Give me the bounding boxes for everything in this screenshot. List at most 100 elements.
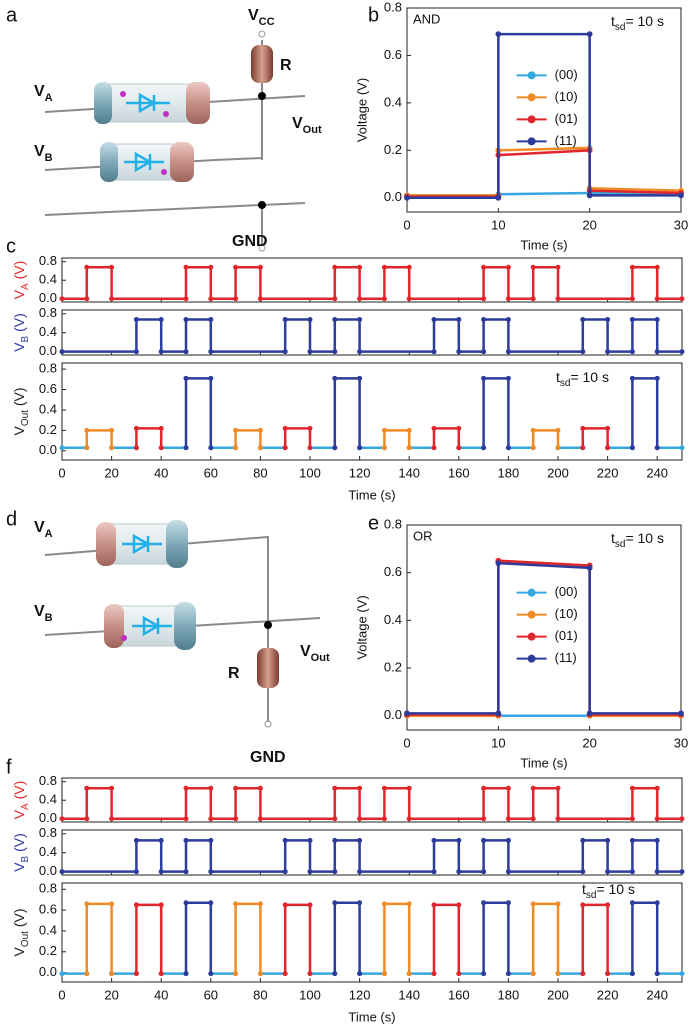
series-line — [62, 839, 682, 873]
series-line — [531, 429, 560, 448]
text-part: sd — [615, 22, 626, 33]
text-part: Out — [20, 410, 31, 426]
text-part: B — [20, 855, 31, 862]
series-marker — [580, 971, 586, 977]
legend-label: (11) — [555, 133, 577, 148]
x-tick-label: 200 — [547, 465, 569, 480]
series-marker — [282, 869, 288, 875]
series-marker — [332, 445, 338, 451]
series-marker — [183, 349, 189, 355]
device — [96, 520, 188, 568]
plot-frame — [406, 7, 682, 213]
diode — [124, 151, 164, 173]
text-part: B — [45, 152, 53, 164]
diagram-label: R — [228, 665, 240, 682]
legend-swatch — [527, 71, 536, 80]
series-marker — [530, 445, 536, 451]
series-marker — [530, 296, 536, 302]
y-tick-label: 0.4 — [384, 94, 402, 109]
series-marker — [282, 971, 288, 977]
text-part: A — [45, 528, 53, 540]
series-line — [407, 146, 682, 197]
series-marker — [84, 296, 90, 302]
series-marker — [109, 427, 115, 433]
x-tick-label: 20 — [104, 465, 118, 480]
series-marker — [233, 296, 239, 302]
y-tick-label: 0.4 — [39, 272, 57, 287]
series-marker — [357, 316, 363, 322]
series-line — [234, 902, 262, 974]
series-marker — [505, 316, 511, 322]
y-tick-label: 0.8 — [39, 881, 57, 896]
y-axis-label: Voltage (V) — [354, 595, 369, 659]
series-marker — [555, 264, 561, 270]
text-part: Out — [311, 652, 330, 664]
series-marker — [307, 837, 313, 843]
series-marker — [183, 837, 189, 843]
text-part: t — [611, 13, 615, 29]
x-tick-label: 60 — [204, 987, 218, 1002]
x-tick-label: 180 — [498, 987, 520, 1002]
series-marker — [109, 445, 115, 451]
legend-swatch — [527, 654, 536, 663]
series-marker — [307, 425, 313, 431]
series-marker — [257, 816, 263, 822]
y-tick-label: 0.8 — [39, 253, 57, 268]
plot-frame — [61, 777, 683, 823]
series-marker — [183, 900, 189, 906]
x-tick-label: 200 — [547, 987, 569, 1002]
series-marker — [629, 264, 635, 270]
x-tick-label: 40 — [154, 465, 168, 480]
text-part: V — [11, 426, 27, 436]
series-marker — [158, 837, 164, 843]
series-marker — [605, 869, 611, 875]
series-marker — [629, 349, 635, 355]
legend-swatch — [527, 632, 536, 641]
chart-title: AND — [413, 11, 440, 26]
device-cap — [104, 604, 124, 648]
series-marker — [406, 971, 412, 977]
text-part: V — [11, 289, 27, 299]
series-marker — [282, 425, 288, 431]
series-marker — [133, 349, 139, 355]
series-marker — [580, 349, 586, 355]
series-marker — [481, 900, 487, 906]
series-marker — [59, 816, 65, 822]
series-marker — [307, 971, 313, 977]
text-part: = 10 s — [570, 369, 609, 385]
x-tick-label: 0 — [403, 217, 410, 232]
text-part: V — [292, 115, 303, 132]
series-line — [333, 377, 361, 448]
series-marker — [456, 971, 462, 977]
series-marker — [481, 837, 487, 843]
series-marker — [505, 837, 511, 843]
chart-title: OR — [413, 528, 433, 543]
series-marker — [332, 316, 338, 322]
y-axis-label: VA (V) — [11, 261, 31, 300]
plot-frame — [406, 524, 682, 731]
series-marker — [629, 375, 635, 381]
annotation: tsd= 10 s — [582, 881, 635, 901]
x-tick-label: 0 — [58, 987, 65, 1002]
text-part: V — [11, 342, 27, 352]
y-axis-label: VOut (V) — [11, 908, 31, 956]
series-marker — [678, 192, 684, 199]
device — [94, 82, 210, 124]
series-marker — [233, 785, 239, 791]
series-marker — [233, 901, 239, 907]
text-part: t — [582, 881, 586, 897]
x-tick-label: 30 — [674, 735, 688, 750]
series-marker — [505, 816, 511, 822]
device — [100, 142, 194, 182]
series-marker — [580, 425, 586, 431]
series-marker — [307, 445, 313, 451]
series-marker — [505, 296, 511, 302]
y-tick-label: 0.6 — [39, 902, 57, 917]
x-tick-label: 100 — [299, 465, 321, 480]
series-line — [482, 901, 510, 974]
series-marker — [307, 902, 313, 908]
series-line — [581, 903, 609, 974]
series-line — [383, 902, 411, 974]
series-marker — [654, 869, 660, 875]
annotation: tsd= 10 s — [611, 530, 664, 550]
